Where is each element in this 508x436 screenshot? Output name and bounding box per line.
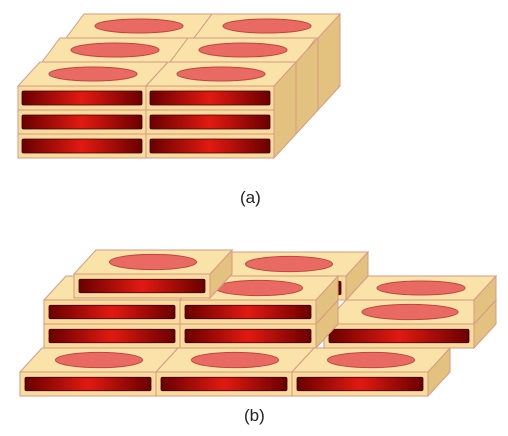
cell-box <box>290 346 452 398</box>
figure-b-stack <box>18 248 498 398</box>
nucleus-oval <box>214 279 304 297</box>
caption-a: (a) <box>240 188 261 207</box>
caption-b: (b) <box>244 406 265 425</box>
nucleus-bar <box>21 114 143 130</box>
cell-box <box>72 248 234 300</box>
nucleus-bar <box>149 90 271 106</box>
cell-box <box>322 298 498 350</box>
nucleus-bar <box>184 328 312 344</box>
nucleus-oval <box>326 351 416 369</box>
nucleus-oval <box>190 351 280 369</box>
nucleus-oval <box>94 18 184 34</box>
nucleus-oval <box>48 66 138 82</box>
nucleus-bar <box>296 376 424 392</box>
nucleus-oval <box>176 66 266 82</box>
nucleus-bar <box>78 278 206 294</box>
nucleus-bar <box>48 328 176 344</box>
figure-a-stack <box>16 12 341 160</box>
nucleus-bar <box>184 304 312 320</box>
nucleus-oval <box>198 42 288 58</box>
nucleus-bar <box>160 376 288 392</box>
nucleus-oval <box>244 255 334 273</box>
side-face <box>473 274 497 326</box>
nucleus-oval <box>70 42 160 58</box>
nucleus-oval <box>108 253 198 271</box>
nucleus-bar <box>48 304 176 320</box>
nucleus-bar <box>149 138 271 154</box>
nucleus-bar <box>21 138 143 154</box>
nucleus-oval <box>54 351 144 369</box>
cell-box <box>18 346 180 398</box>
nucleus-bar <box>328 328 470 344</box>
nucleus-bar <box>21 90 143 106</box>
nucleus-oval <box>376 280 466 296</box>
nucleus-oval <box>361 303 459 321</box>
nucleus-oval <box>222 18 312 34</box>
nucleus-bar <box>149 114 271 130</box>
nucleus-bar <box>24 376 152 392</box>
cell-box <box>154 346 316 398</box>
